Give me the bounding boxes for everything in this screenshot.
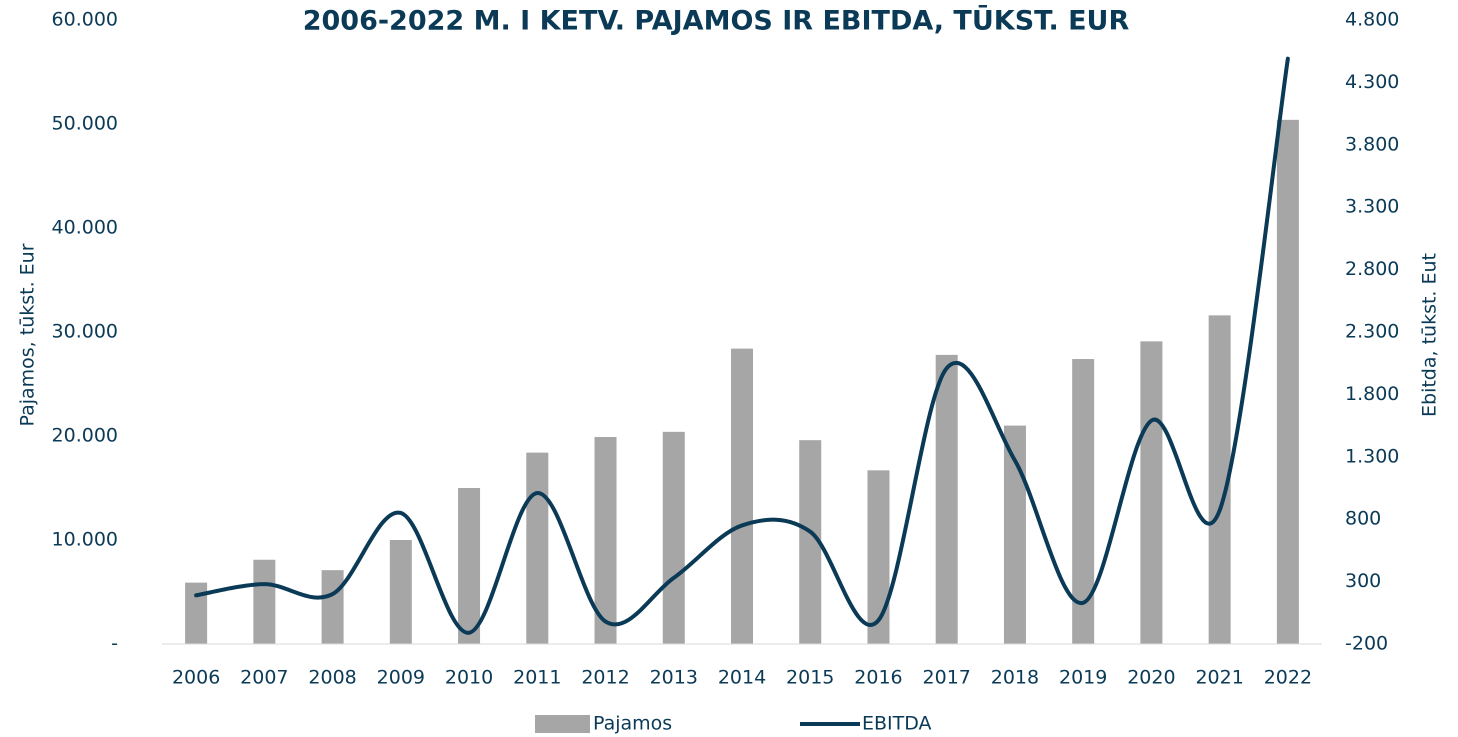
bar bbox=[1208, 315, 1231, 644]
bar bbox=[253, 559, 276, 644]
x-tick-label: 2021 bbox=[1195, 667, 1243, 689]
y-tick-label: 20.000 bbox=[52, 425, 118, 447]
y-tick-label: 10.000 bbox=[52, 529, 118, 551]
legend-label: Pajamos bbox=[593, 713, 672, 735]
y2-tick-label: 2.800 bbox=[1345, 258, 1399, 280]
x-tick-label: 2014 bbox=[718, 667, 766, 689]
y-tick-label: - bbox=[111, 633, 118, 655]
x-tick-label: 2010 bbox=[445, 667, 493, 689]
y2-tick-label: 300 bbox=[1345, 570, 1381, 592]
y-axis-label: Pajamos, tūkst. Eur bbox=[17, 243, 39, 426]
bar bbox=[1276, 119, 1299, 645]
x-tick-label: 2018 bbox=[991, 667, 1039, 689]
y2-tick-label: 1.800 bbox=[1345, 383, 1399, 405]
bar bbox=[799, 440, 822, 644]
x-tick-label: 2022 bbox=[1264, 667, 1312, 689]
x-tick-label: 2017 bbox=[923, 667, 971, 689]
x-tick-label: 2011 bbox=[513, 667, 561, 689]
bar bbox=[731, 348, 753, 644]
x-tick-label: 2015 bbox=[786, 667, 834, 689]
y2-tick-label: 4.800 bbox=[1345, 9, 1399, 31]
x-tick-label: 2009 bbox=[377, 667, 425, 689]
bar bbox=[185, 582, 208, 644]
y2-tick-label: 3.800 bbox=[1345, 133, 1399, 155]
bar bbox=[594, 437, 617, 644]
bar bbox=[935, 354, 958, 644]
x-tick-label: 2013 bbox=[650, 667, 698, 689]
y-tick-label: 40.000 bbox=[52, 217, 118, 239]
y2-axis-label: Ebitda, tūkst. Eut bbox=[1419, 253, 1441, 417]
y-tick-label: 50.000 bbox=[52, 113, 118, 135]
y-tick-label: 60.000 bbox=[52, 9, 118, 31]
y-tick-label: 30.000 bbox=[52, 321, 118, 343]
bar bbox=[321, 570, 344, 644]
legend-label: EBITDA bbox=[862, 713, 932, 735]
y2-tick-label: 1.300 bbox=[1345, 445, 1399, 467]
y2-tick-label: -200 bbox=[1345, 633, 1388, 655]
legend-swatch bbox=[535, 715, 590, 733]
x-tick-label: 2020 bbox=[1127, 667, 1175, 689]
bar bbox=[662, 431, 685, 644]
x-tick-label: 2019 bbox=[1059, 667, 1107, 689]
y2-tick-label: 2.300 bbox=[1345, 321, 1399, 343]
bar bbox=[1072, 359, 1095, 644]
x-tick-label: 2016 bbox=[854, 667, 902, 689]
bar bbox=[867, 470, 890, 644]
bar bbox=[389, 540, 412, 644]
bar bbox=[458, 488, 481, 644]
x-tick-label: 2007 bbox=[240, 667, 288, 689]
x-tick-label: 2006 bbox=[172, 667, 220, 689]
chart-title: 2006-2022 M. I KETV. PAJAMOS IR EBITDA, … bbox=[303, 5, 1130, 37]
line bbox=[194, 56, 1290, 635]
y2-tick-label: 800 bbox=[1345, 508, 1381, 530]
bar bbox=[1140, 341, 1163, 644]
x-tick-label: 2012 bbox=[581, 667, 629, 689]
y2-tick-label: 3.300 bbox=[1345, 196, 1399, 218]
x-tick-label: 2008 bbox=[308, 667, 356, 689]
bar bbox=[526, 452, 549, 644]
y2-tick-label: 4.300 bbox=[1345, 71, 1399, 93]
bar bbox=[1003, 425, 1026, 644]
